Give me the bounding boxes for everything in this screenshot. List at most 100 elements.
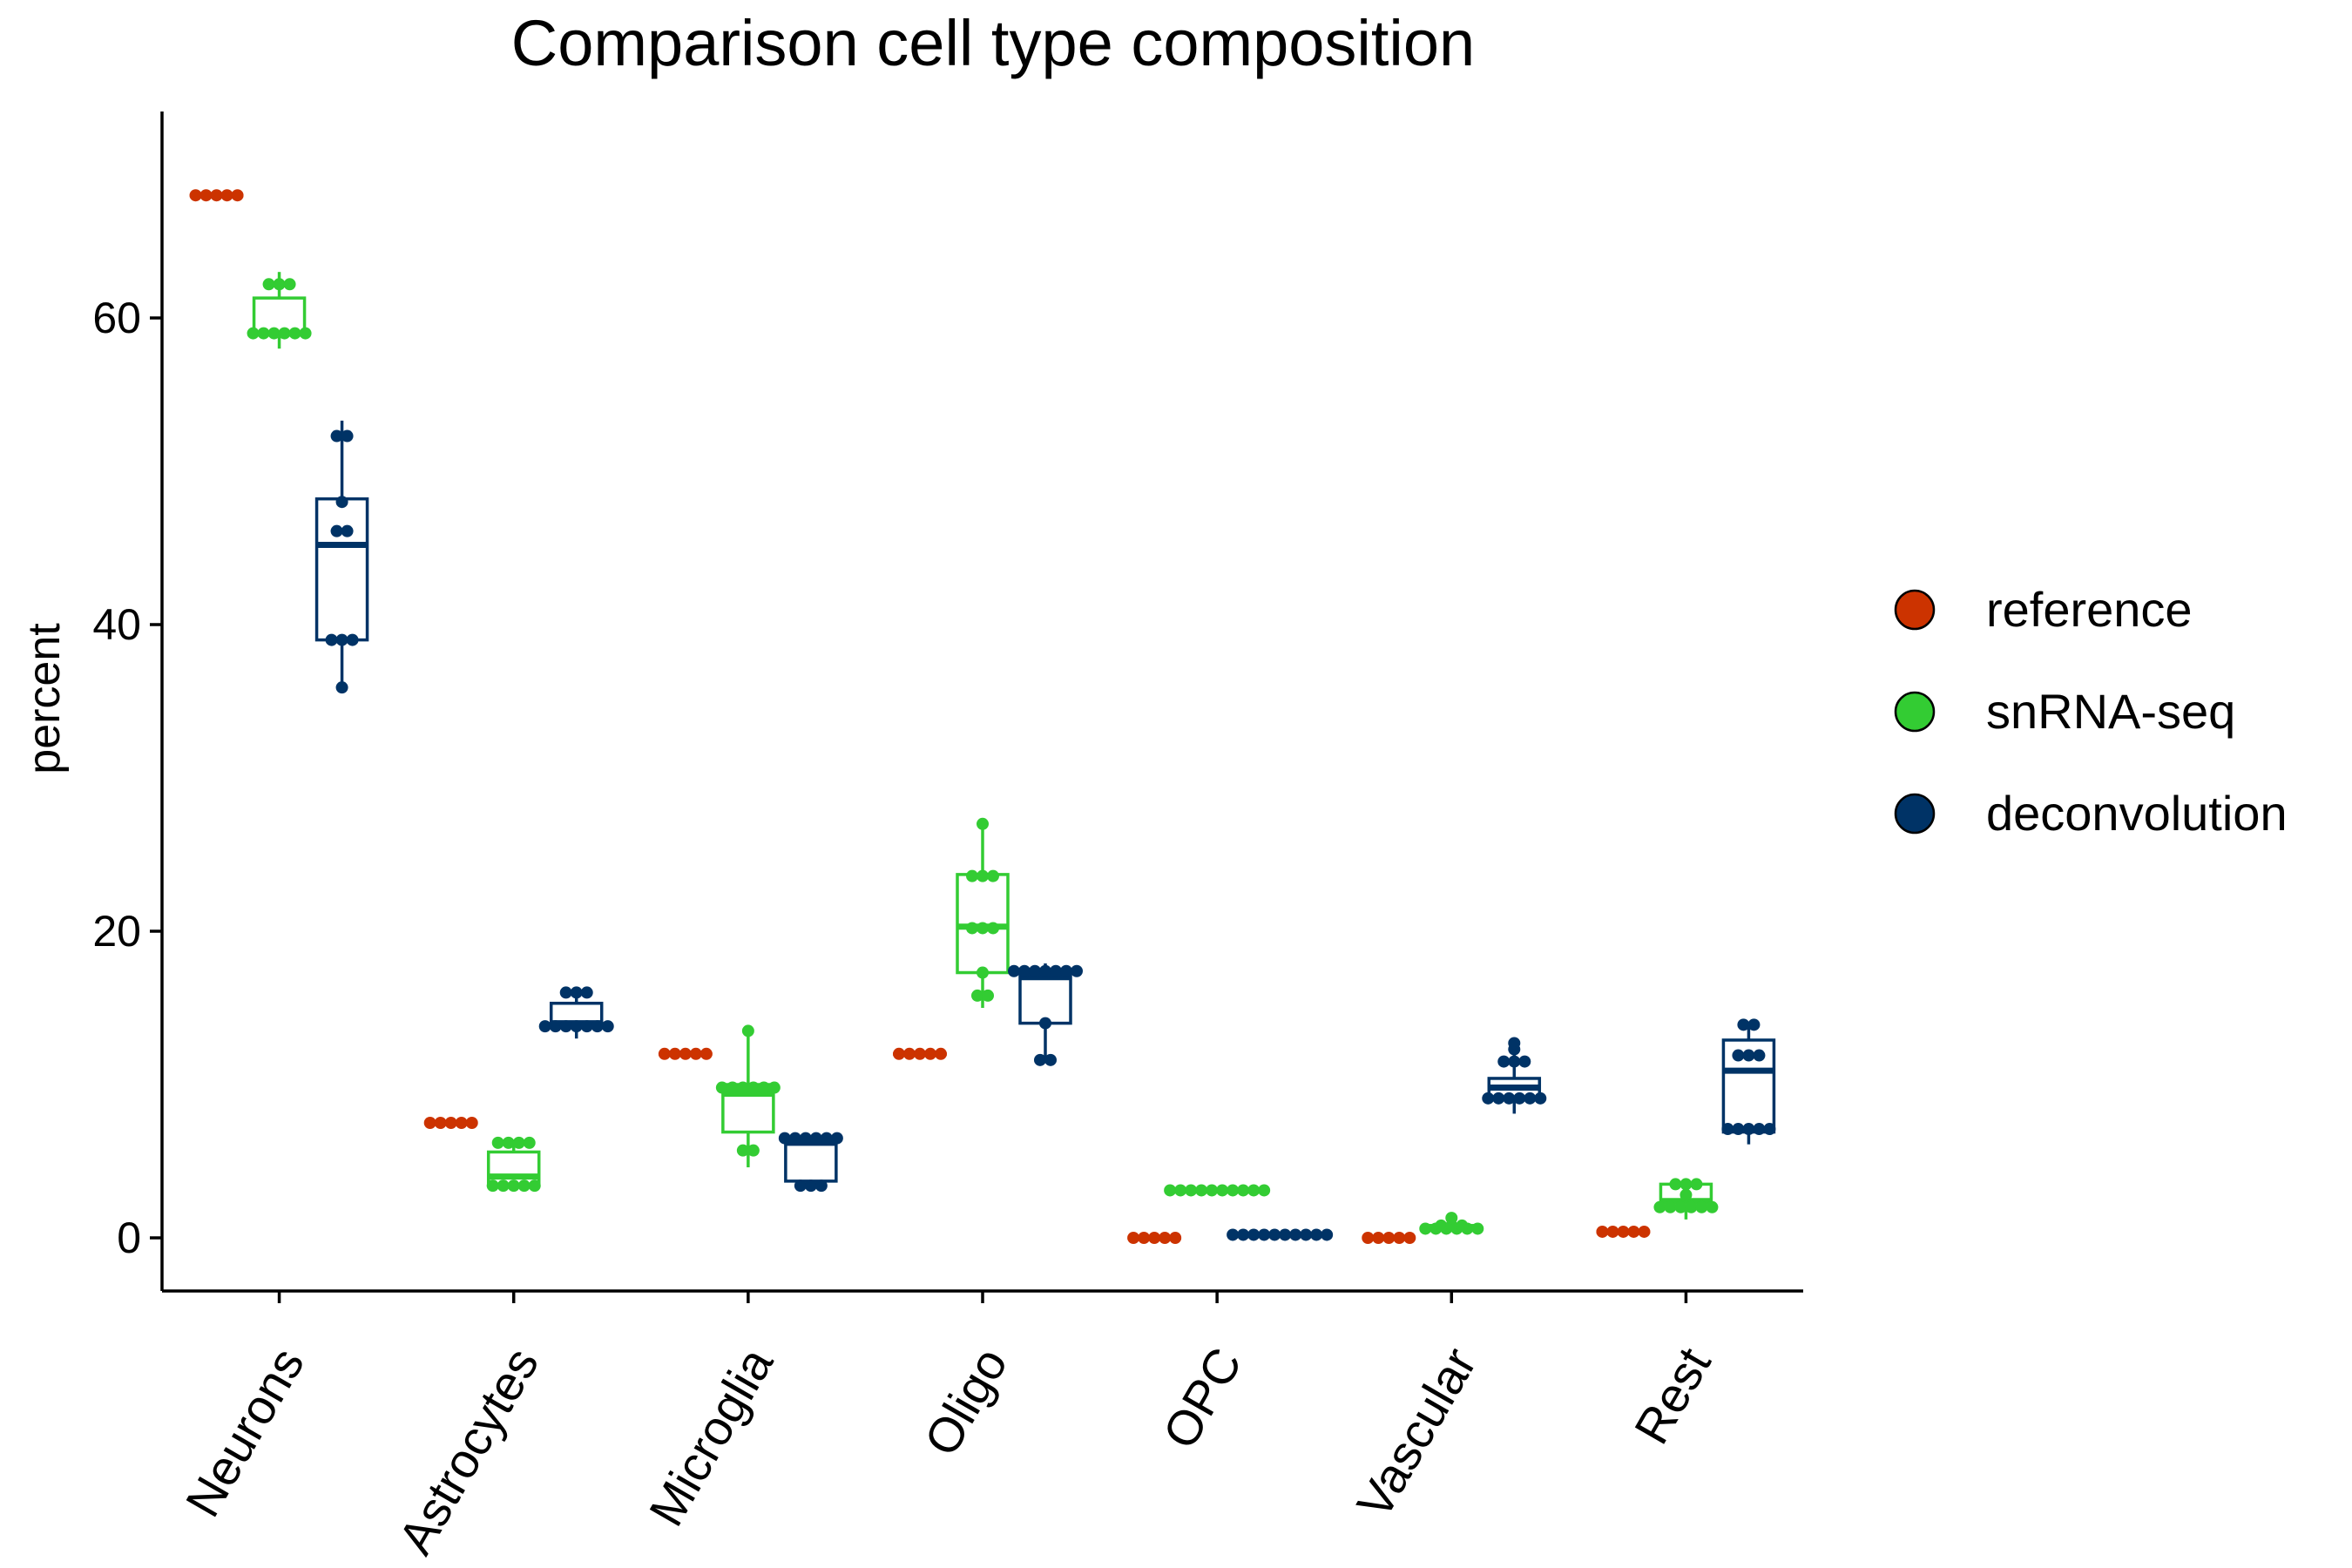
data-point (747, 1081, 760, 1094)
data-point (1497, 1055, 1511, 1068)
data-point (1674, 1200, 1687, 1213)
y-tick-label: 0 (117, 1213, 141, 1262)
data-point (1653, 1200, 1666, 1213)
data-point (423, 1117, 436, 1129)
box-reference-Neurons (189, 189, 244, 202)
data-point (1445, 1212, 1458, 1225)
data-point (1310, 1228, 1323, 1241)
data-point (830, 1132, 843, 1145)
data-point (507, 1179, 520, 1193)
data-point (1227, 1184, 1240, 1197)
data-point (971, 989, 983, 1002)
data-point (210, 189, 223, 202)
data-point (1071, 964, 1083, 977)
data-point (903, 1047, 916, 1060)
data-point (341, 524, 354, 537)
data-point (283, 278, 296, 291)
data-point (1227, 1228, 1240, 1241)
legend-label: reference (1986, 582, 2193, 637)
x-tick-label: Microglia (639, 1338, 784, 1535)
data-point (914, 1047, 926, 1060)
data-point (1258, 1228, 1271, 1241)
data-point (977, 922, 989, 935)
data-point (1247, 1184, 1260, 1197)
data-point (601, 1020, 614, 1033)
data-point (1382, 1232, 1396, 1244)
x-tick-label: Vascular (1346, 1339, 1486, 1528)
data-point (799, 1132, 812, 1145)
data-point (1721, 1123, 1734, 1136)
data-point (1300, 1228, 1313, 1241)
data-point (1268, 1228, 1281, 1241)
legend-key (1894, 793, 1936, 835)
data-point (1148, 1232, 1161, 1244)
data-point (1362, 1232, 1375, 1244)
data-point (1518, 1055, 1531, 1068)
data-point (231, 189, 244, 202)
data-point (346, 633, 359, 646)
box-reference-Rest (1596, 1225, 1651, 1238)
data-point (559, 1020, 572, 1033)
data-point (1492, 1092, 1505, 1105)
data-point (1419, 1222, 1432, 1235)
data-point (455, 1117, 468, 1129)
box-reference-Astrocytes (423, 1117, 478, 1129)
box-snRNA-seq-Oligo (956, 817, 1010, 1008)
data-point (247, 327, 260, 340)
data-point (1206, 1184, 1219, 1197)
data-point (1669, 1178, 1682, 1191)
data-point (1695, 1200, 1708, 1213)
box-deconvolution-Rest (1721, 1018, 1776, 1145)
data-point (549, 1020, 562, 1033)
data-point (1393, 1232, 1406, 1244)
data-point (982, 989, 994, 1002)
data-point (1737, 1018, 1750, 1031)
x-tick-label: Neurons (175, 1339, 314, 1526)
legend-key (1894, 589, 1936, 631)
box-deconvolution-Vascular (1482, 1037, 1547, 1114)
data-point (580, 1020, 593, 1033)
data-point (1482, 1092, 1495, 1105)
data-point (767, 1081, 781, 1094)
y-axis-label: percent (19, 623, 70, 774)
data-point (580, 986, 593, 999)
data-point (1638, 1225, 1651, 1238)
data-point (1195, 1184, 1208, 1197)
legend-item-deconvolution: deconvolution (1894, 786, 2288, 841)
data-point (741, 1024, 754, 1037)
data-point (1534, 1092, 1547, 1105)
data-point (1039, 1017, 1051, 1030)
data-point (1029, 964, 1041, 977)
data-point (679, 1047, 692, 1060)
data-point (1742, 1123, 1755, 1136)
data-point (987, 869, 999, 882)
data-point (1690, 1178, 1703, 1191)
data-point (1706, 1200, 1719, 1213)
data-point (966, 869, 978, 882)
x-tick-label: Oligo (913, 1339, 1017, 1465)
legend: reference snRNA-seq deconvolution (1894, 582, 2288, 841)
data-point (893, 1047, 905, 1060)
y-tick-label: 60 (92, 294, 141, 342)
box-reference-Oligo (893, 1047, 947, 1060)
data-point (1050, 964, 1062, 977)
data-point (330, 524, 343, 537)
box-snRNA-seq-Rest (1653, 1178, 1719, 1220)
data-point (1258, 1184, 1271, 1197)
data-point (257, 327, 270, 340)
data-point (924, 1047, 936, 1060)
box-deconvolution-Microglia (778, 1132, 843, 1193)
data-point (559, 986, 572, 999)
box-snRNA-seq-OPC (1164, 1184, 1271, 1197)
data-point (1174, 1184, 1187, 1197)
data-point (1508, 1055, 1521, 1068)
data-point (262, 278, 275, 291)
data-point (814, 1179, 828, 1193)
data-point (570, 1020, 583, 1033)
data-point (1732, 1049, 1745, 1062)
data-point (325, 633, 338, 646)
box-snRNA-seq-Vascular (1419, 1212, 1484, 1235)
legend-item-reference: reference (1894, 582, 2193, 637)
data-point (747, 1144, 760, 1157)
